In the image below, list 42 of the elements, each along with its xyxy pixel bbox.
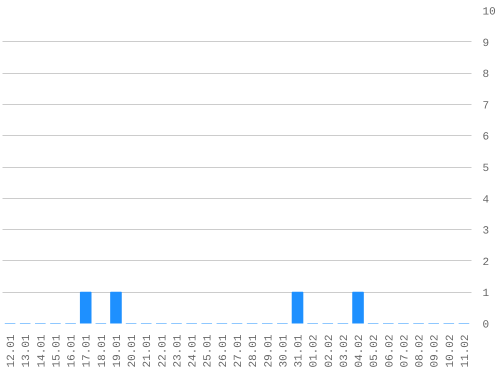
- x-tick-label: 20.01: [127, 334, 140, 368]
- x-tick-label: 07.02: [399, 334, 412, 368]
- x-tick-label: 12.01: [6, 334, 18, 368]
- x-tick-label: 01.02: [308, 334, 321, 368]
- x-tick-label: 21.01: [142, 334, 154, 368]
- x-tick-label: 11.02: [460, 334, 472, 368]
- y-tick-label: 10: [482, 6, 496, 18]
- y-tick-label: 4: [482, 194, 490, 206]
- x-tick-label: 31.01: [294, 334, 306, 368]
- x-tick-label: 10.02: [444, 334, 457, 368]
- x-tick-label: 16.01: [66, 334, 79, 368]
- y-tick-label: 5: [482, 163, 490, 175]
- x-tick-label: 28.01: [248, 334, 260, 368]
- y-tick-label: 0: [482, 320, 490, 332]
- y-tick-label: 9: [482, 38, 490, 50]
- x-tick-label: 30.01: [278, 334, 290, 368]
- x-tick-label: 14.01: [36, 334, 48, 368]
- y-tick-label: 7: [482, 100, 490, 112]
- x-tick-label: 02.02: [324, 334, 336, 368]
- x-tick-label: 22.01: [157, 334, 170, 368]
- x-tick-label: 19.01: [112, 334, 124, 368]
- x-tick-label: 18.01: [96, 334, 109, 368]
- x-tick-label: 06.02: [384, 334, 396, 368]
- y-tick-label: 6: [482, 132, 490, 144]
- x-tick-label: 27.01: [233, 334, 245, 368]
- x-tick-label: 17.01: [82, 334, 94, 368]
- x-tick-label: 03.02: [338, 334, 351, 368]
- x-tick-label: 23.01: [172, 334, 184, 368]
- x-tick-label: 04.02: [354, 334, 366, 368]
- y-tick-label: 8: [482, 69, 490, 82]
- x-tick-label: 24.01: [188, 334, 200, 368]
- y-tick-label: 1: [482, 288, 490, 300]
- x-tick-label: 08.02: [414, 334, 427, 368]
- y-tick-label: 2: [482, 256, 490, 269]
- x-tick-label: 15.01: [51, 334, 64, 368]
- x-tick-label: 29.01: [263, 334, 276, 368]
- y-tick-label: 3: [482, 226, 490, 238]
- x-tick-label: 25.01: [202, 334, 215, 368]
- x-tick-label: 26.01: [218, 334, 230, 368]
- x-tick-label: 05.02: [369, 334, 382, 368]
- x-tick-label: 09.02: [430, 334, 442, 368]
- x-tick-label: 13.01: [21, 334, 34, 368]
